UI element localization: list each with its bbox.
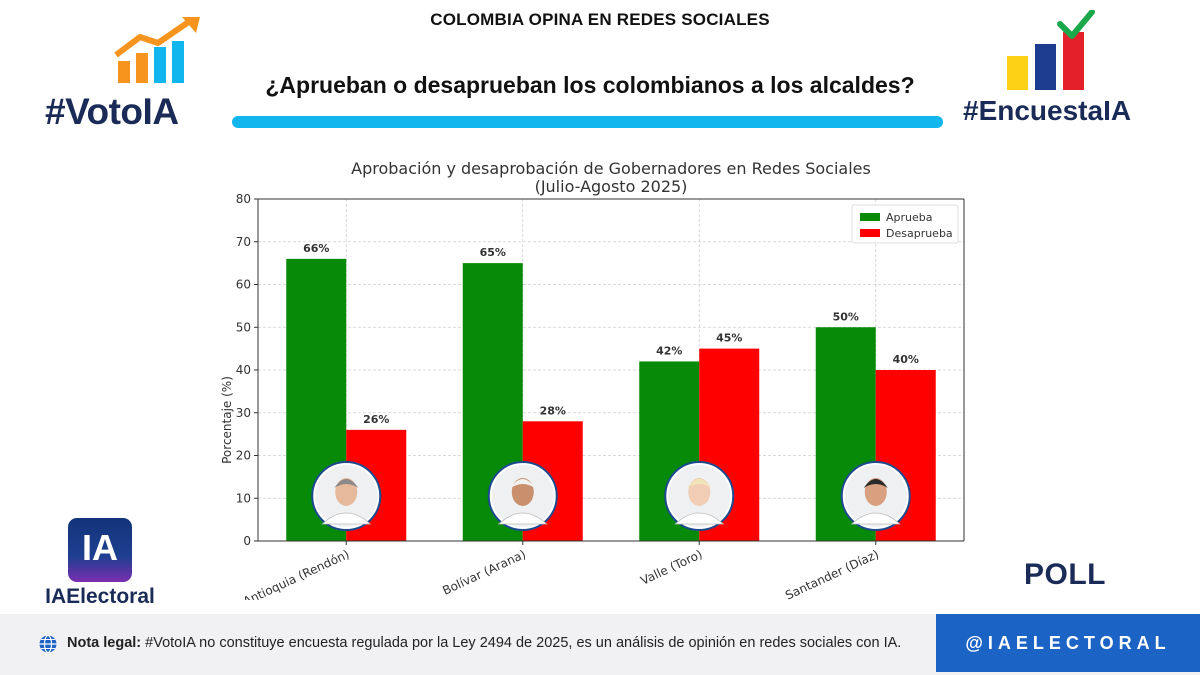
y-tick-label: 0 bbox=[243, 534, 251, 548]
bar-value-label: 42% bbox=[656, 344, 682, 357]
chart-subtitle: (Julio-Agosto 2025) bbox=[535, 177, 688, 196]
chart-title: Aprobación y desaprobación de Gobernador… bbox=[351, 159, 871, 178]
growth-chart-icon bbox=[114, 17, 200, 83]
votoia-logo: #VotoIA bbox=[40, 15, 215, 131]
x-tick-label: Bolívar (Arana) bbox=[440, 547, 528, 598]
iaelectoral-logo: IA IAElectoral bbox=[40, 515, 160, 610]
legend-label: Desaprueba bbox=[886, 227, 953, 240]
y-tick-label: 80 bbox=[236, 192, 251, 206]
iaelectoral-name: IAElectoral bbox=[45, 585, 155, 608]
bar-value-label: 66% bbox=[303, 242, 329, 255]
y-tick-label: 60 bbox=[236, 278, 251, 292]
legend-label: Aprueba bbox=[886, 211, 933, 224]
legal-note-text: #VotoIA no constituye encuesta regulada … bbox=[141, 635, 902, 651]
poll-label: POLL bbox=[1024, 558, 1106, 591]
globe-icon bbox=[39, 634, 57, 654]
bar-value-label: 65% bbox=[480, 246, 506, 259]
y-tick-label: 70 bbox=[236, 235, 251, 249]
x-tick-label: Antioquia (Rendón) bbox=[241, 547, 352, 600]
social-handle[interactable]: @IAELECTORAL bbox=[936, 614, 1200, 672]
votoia-hashtag: #VotoIA bbox=[45, 91, 179, 132]
bar-value-label: 50% bbox=[833, 310, 859, 323]
y-tick-label: 10 bbox=[236, 491, 251, 505]
legend-swatch bbox=[860, 229, 880, 237]
candidate-photo bbox=[664, 461, 735, 531]
y-tick-label: 40 bbox=[236, 363, 251, 377]
y-tick-label: 50 bbox=[236, 320, 251, 334]
page-supertitle: COLOMBIA OPINA EN REDES SOCIALES bbox=[430, 10, 770, 29]
x-tick-label: Santander (Díaz) bbox=[783, 547, 881, 600]
headline-underline bbox=[232, 116, 943, 128]
bar-value-label: 45% bbox=[716, 332, 742, 345]
candidate-photos bbox=[311, 461, 911, 531]
chart-bars: 66% 65% 42% 50% 26% 28% 45% 40% bbox=[286, 242, 936, 541]
legal-note: Nota legal: #VotoIA no constituye encues… bbox=[67, 635, 927, 651]
bar-value-label: 28% bbox=[540, 404, 566, 417]
bar-value-label: 26% bbox=[363, 413, 389, 426]
ia-tile: IA bbox=[68, 518, 132, 582]
encuestaia-hashtag: #EncuestaIA bbox=[963, 95, 1132, 126]
y-tick-label: 30 bbox=[236, 406, 251, 420]
legend-swatch bbox=[860, 213, 880, 221]
chart-legend: Aprueba Desaprueba bbox=[851, 204, 959, 244]
encuestaia-logo: #EncuestaIA bbox=[960, 9, 1140, 130]
page-headline: ¿Aprueban o desaprueban los colombianos … bbox=[265, 72, 915, 98]
legal-note-label: Nota legal: bbox=[67, 635, 142, 651]
candidate-photo bbox=[311, 461, 382, 531]
poll-bars-check-icon bbox=[1007, 9, 1095, 90]
candidate-photo bbox=[840, 461, 911, 531]
candidate-photo bbox=[487, 461, 558, 531]
bar-value-label: 40% bbox=[893, 353, 919, 366]
y-tick-label: 20 bbox=[236, 449, 251, 463]
y-axis-label: Porcentaje (%) bbox=[220, 376, 234, 464]
x-tick-label: Valle (Toro) bbox=[638, 547, 704, 588]
approval-bar-chart: Aprobación y desaprobación de Gobernador… bbox=[220, 159, 965, 600]
